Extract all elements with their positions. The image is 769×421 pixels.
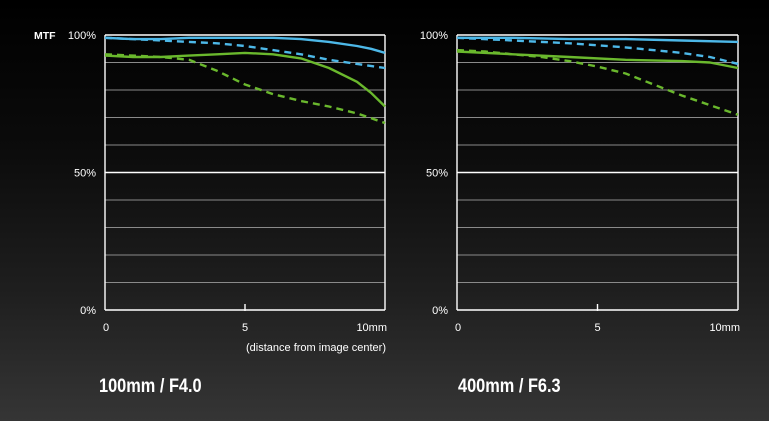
y-tick-label: 0% bbox=[80, 305, 96, 317]
series-line-green-dashed bbox=[104, 53, 386, 125]
series-line-green-solid bbox=[456, 50, 739, 70]
y-tick-label: 100% bbox=[68, 30, 96, 42]
chart-title-400mm: 400mm / F6.3 bbox=[458, 376, 561, 397]
series-line-green-dashed bbox=[456, 48, 739, 116]
y-tick-label: 50% bbox=[426, 168, 448, 180]
x-tick-label: 5 bbox=[594, 322, 600, 334]
x-tick-label: 0 bbox=[455, 322, 461, 334]
chart-title-100mm: 100mm / F4.0 bbox=[99, 376, 202, 397]
series-line-blue-solid bbox=[457, 36, 739, 44]
x-tick-label: 5 bbox=[242, 322, 248, 334]
series-line-blue-dashed bbox=[104, 36, 386, 70]
x-tick-label: 0 bbox=[103, 322, 109, 334]
x-axis-label: (distance from image center) bbox=[246, 342, 386, 354]
y-tick-label: 50% bbox=[74, 168, 96, 180]
x-tick-label: 10mm bbox=[356, 322, 387, 334]
y-tick-label: 100% bbox=[420, 30, 448, 42]
series-line-blue-dashed bbox=[456, 36, 739, 66]
y-axis-label: MTF bbox=[34, 30, 56, 42]
y-tick-label: 0% bbox=[432, 305, 448, 317]
x-tick-label: 10mm bbox=[709, 322, 740, 334]
